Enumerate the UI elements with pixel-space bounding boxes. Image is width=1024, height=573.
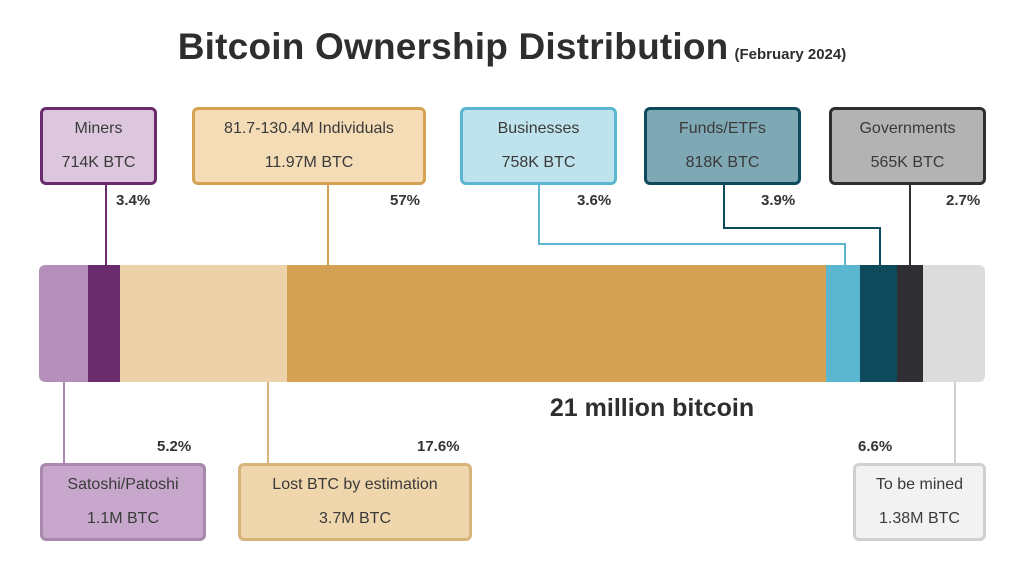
box-satoshi: Satoshi/Patoshi 1.1M BTC — [40, 463, 206, 541]
pct-individuals: 57% — [390, 192, 421, 209]
total-supply-label: 21 million bitcoin — [549, 394, 755, 422]
pct-miners: 3.4% — [116, 192, 151, 209]
label-satoshi-name: Satoshi/Patoshi — [67, 476, 179, 493]
box-governments: Governments 565K BTC — [829, 107, 986, 185]
pct-lost: 17.6% — [417, 438, 460, 455]
bar-segment-miners — [88, 265, 122, 382]
label-tobemined-value: 1.38M BTC — [879, 510, 960, 527]
bar-segment-businesses — [826, 265, 862, 382]
bar-segment-funds-etfs — [860, 265, 899, 382]
pct-funds: 3.9% — [761, 192, 796, 209]
label-miners-value: 714K BTC — [61, 154, 136, 171]
connector-businesses — [538, 185, 846, 265]
label-individuals-name: 81.7-130.4M Individuals — [224, 120, 394, 137]
bar-segment-governments — [897, 265, 925, 382]
ownership-bar — [39, 265, 985, 382]
label-businesses-value: 758K BTC — [501, 154, 576, 171]
bar-segment-lost-btc-by-estimation — [120, 265, 288, 382]
label-satoshi-value: 1.1M BTC — [86, 510, 159, 527]
box-miners: Miners 714K BTC — [40, 107, 157, 185]
label-funds-name: Funds/ETFs — [678, 120, 767, 137]
label-businesses-name: Businesses — [497, 120, 580, 137]
box-individuals: 81.7-130.4M Individuals 11.97M BTC — [192, 107, 426, 185]
bar-segment-satoshi-patoshi — [39, 265, 89, 382]
bar-segment-to-be-mined — [922, 265, 985, 382]
label-miners-name: Miners — [74, 120, 123, 137]
box-funds: Funds/ETFs 818K BTC — [644, 107, 801, 185]
pct-satoshi: 5.2% — [157, 438, 192, 455]
chart-subtitle: (February 2024) — [734, 46, 847, 63]
connector-funds — [723, 185, 881, 265]
pct-governments: 2.7% — [946, 192, 981, 209]
label-lost-value: 3.7M BTC — [318, 510, 391, 527]
chart-title-wrap: Bitcoin Ownership Distribution (February … — [0, 26, 1024, 68]
box-lost: Lost BTC by estimation 3.7M BTC — [238, 463, 472, 541]
label-lost-name: Lost BTC by estimation — [272, 476, 438, 493]
label-funds-value: 818K BTC — [685, 154, 760, 171]
label-governments-value: 565K BTC — [870, 154, 945, 171]
box-businesses: Businesses 758K BTC — [460, 107, 617, 185]
box-tobemined: To be mined 1.38M BTC — [853, 463, 986, 541]
chart-title: Bitcoin Ownership Distribution — [177, 26, 729, 67]
label-tobemined-name: To be mined — [875, 476, 964, 493]
label-individuals-value: 11.97M BTC — [264, 154, 354, 171]
label-governments-name: Governments — [859, 120, 956, 137]
pct-tobemined: 6.6% — [858, 438, 893, 455]
bar-segment-81-7-130-4m-individuals — [286, 265, 827, 382]
pct-businesses: 3.6% — [577, 192, 612, 209]
